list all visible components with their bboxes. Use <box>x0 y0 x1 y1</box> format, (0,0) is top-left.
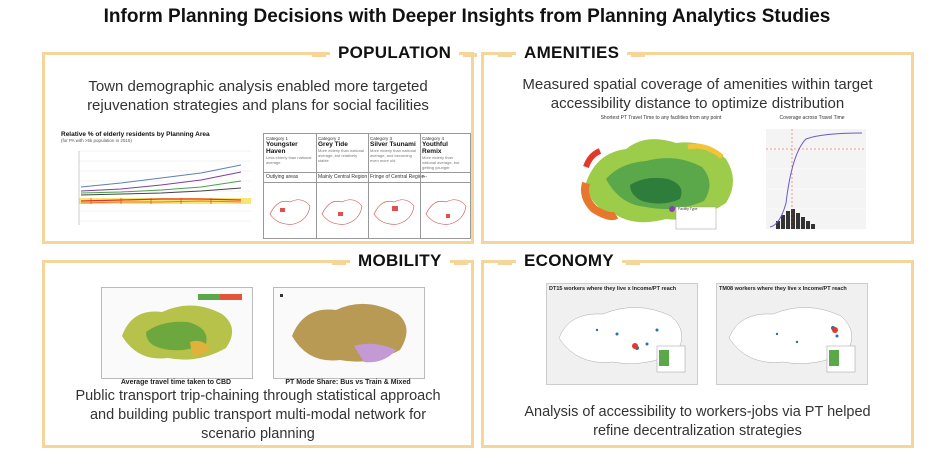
caption-travel-time-cbd: Average travel time taken to CBD <box>120 379 232 386</box>
tm08-map-title: TM08 workers where they live x Income/PT… <box>719 286 847 292</box>
coverage-chart: Coverage across Travel Time <box>752 115 872 241</box>
mode-share-grid-map <box>280 294 407 363</box>
travel-time-map: Shortest PT Travel Time to any facilitie… <box>576 115 746 241</box>
facility-legend-title: Facility Type <box>678 207 698 211</box>
population-heading: POPULATION <box>311 43 478 63</box>
amenities-desc-line1: Measured spatial coverage of amenities w… <box>522 76 873 93</box>
category-3: Category 3 Silver Tsunami More elderly t… <box>370 136 417 163</box>
tm08-map-graphic <box>728 307 856 373</box>
category-maps <box>269 199 467 225</box>
tm08-workers-map: TM08 workers where they live x Income/PT… <box>716 283 868 385</box>
category-1: Category 1 Youngster Haven Less elderly … <box>266 136 312 165</box>
economy-desc-line2: refine decentralization strategies <box>593 423 802 439</box>
population-desc-line2: rejuvenation strategies and plans for so… <box>87 97 429 114</box>
elderly-chart-subtitle: (for PA with >5k population in 2015) <box>61 138 132 143</box>
mobility-heading: MOBILITY <box>332 251 468 271</box>
economy-desc-line1: Analysis of accessibility to workers-job… <box>524 404 871 420</box>
category-2-region: Mainly Central Region <box>318 174 368 180</box>
coverage-chart-title: Coverage across Travel Time <box>779 115 845 121</box>
category-2: Category 2 Grey Tide More elderly than n… <box>318 136 365 163</box>
population-description: Town demographic analysis enabled more t… <box>45 77 471 115</box>
mobility-description: Public transport trip-chaining through s… <box>45 387 471 444</box>
travel-time-grid-map <box>122 294 242 360</box>
category-table: Category 1 Youngster Haven Less elderly … <box>263 133 471 239</box>
population-panel: POPULATION Town demographic analysis ena… <box>42 43 478 244</box>
dt15-workers-map: DT15 workers where they live x Income/PT… <box>546 283 698 385</box>
economy-heading: ECONOMY <box>498 251 640 271</box>
mobility-panel: MOBILITY Average travel time taken to CB… <box>42 251 474 448</box>
population-desc-line1: Town demographic analysis enabled more t… <box>88 78 428 95</box>
dt15-map-graphic <box>558 307 686 373</box>
elderly-chart-title: Relative % of elderly residents by Plann… <box>61 131 210 138</box>
page-title: Inform Planning Decisions with Deeper In… <box>103 6 831 27</box>
pt-mode-share-map <box>273 287 425 379</box>
amenities-panel: AMENITIES Measured spatial coverage of a… <box>481 43 914 244</box>
economy-panel: ECONOMY DT15 workers where they live x I… <box>481 251 914 448</box>
amenities-heading: AMENITIES <box>497 43 646 63</box>
amenities-desc-line2: accessibility distance to optimize distr… <box>550 95 845 112</box>
mobility-desc-line1: Public transport trip-chaining through s… <box>75 388 441 404</box>
caption-pt-mode-share: PT Mode Share: Bus vs Train & Mixed <box>285 379 411 386</box>
dt15-map-title: DT15 workers where they live x Income/PT… <box>549 286 677 292</box>
elderly-chart: Relative % of elderly residents by Plann… <box>61 131 257 237</box>
travel-time-to-cbd-map <box>101 287 253 379</box>
economy-description: Analysis of accessibility to workers-job… <box>484 403 911 441</box>
coverage-curve-plot <box>766 129 866 229</box>
category-1-region: Outlying areas <box>266 174 299 180</box>
category-4-region: --- <box>422 174 427 180</box>
category-4: Category 4 Youthful Remix More elderly t… <box>422 136 460 170</box>
elderly-line-plot <box>78 150 251 225</box>
amenities-description: Measured spatial coverage of amenities w… <box>484 75 911 113</box>
heatmap-singapore <box>581 139 733 230</box>
mobility-desc-line2: and building public transport multi-moda… <box>89 407 427 423</box>
category-3-region: Fringe of Central Region <box>370 174 425 180</box>
travel-time-map-title: Shortest PT Travel Time to any facilitie… <box>600 115 722 121</box>
mobility-desc-line3: scenario planning <box>201 426 315 442</box>
